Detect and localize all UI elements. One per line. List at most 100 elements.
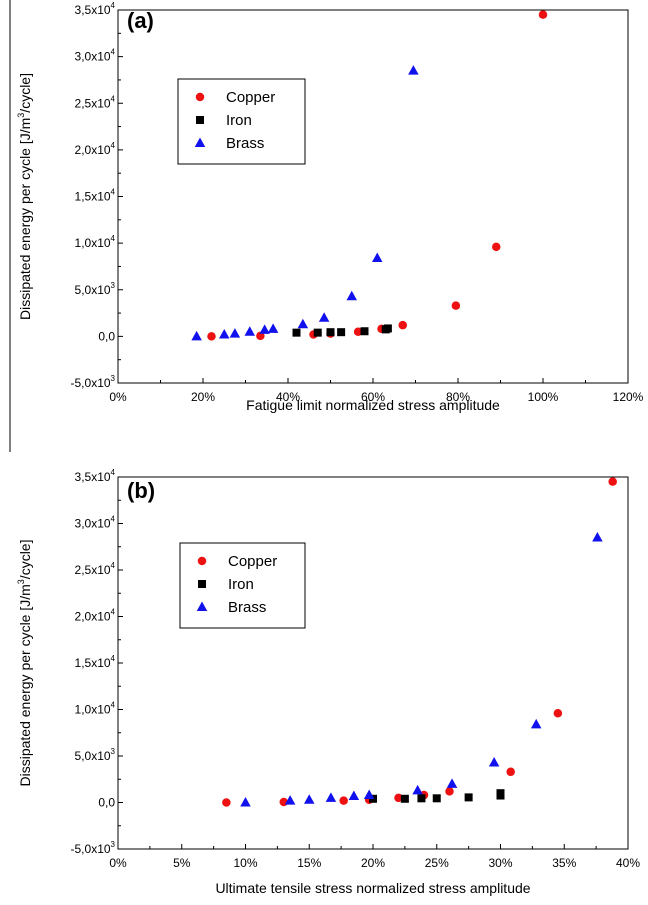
x-tick-label: 40% [616, 856, 640, 870]
x-tick-label: 10% [233, 856, 257, 870]
copper-point [553, 708, 563, 718]
x-tick-label: 60% [361, 390, 385, 404]
copper-point [445, 787, 454, 796]
legend-item-iron: Iron [198, 576, 254, 593]
y-tick-label: -5,0x103 [71, 840, 116, 856]
y-tick-label: 1,5x104 [75, 654, 116, 670]
brass-point [297, 318, 309, 329]
brass-point [348, 790, 360, 800]
brass-point [530, 718, 542, 729]
y-axis-label: Dissipated energy per cycle [J/m3/cycle] [16, 73, 33, 320]
copper-point [353, 327, 363, 336]
y-tick-label: 5,0x103 [75, 281, 116, 297]
brass-point [244, 326, 255, 336]
legend-label: Iron [226, 112, 252, 129]
copper-point [608, 477, 617, 486]
x-axis-label: Fatigue limit normalized stress amplitud… [246, 397, 500, 413]
brass-point [363, 789, 375, 800]
series-iron [292, 324, 392, 337]
iron-point [417, 794, 426, 803]
brass-point [408, 65, 419, 75]
legend-label: Copper [228, 553, 277, 570]
y-tick-label: 1,0x104 [75, 701, 116, 717]
copper-point [506, 767, 515, 777]
x-tick-label: 20% [191, 390, 215, 404]
legend-label: Brass [226, 135, 264, 152]
x-tick-label: 30% [488, 856, 512, 870]
brass-point [259, 324, 270, 334]
brass-point [284, 795, 296, 805]
plot-frame [117, 476, 629, 850]
legend: Copper Iron Brass [177, 78, 306, 165]
chart-panel-b: 0% 5% 10% 15% 20% 25% 30% 35% 40% -5,0x103 0,0 5,0x… [16, 468, 640, 896]
y-tick-label: 3,5x104 [75, 1, 116, 17]
y-tick-label: 2,5x104 [75, 561, 116, 577]
copper-point [451, 301, 461, 310]
chart-panel-a: 0% 20% 40% 60% 80% 100% 120% -5,0x103 0,0 5,0x103… [16, 1, 644, 413]
legend-label: Brass [228, 599, 266, 616]
brass-point [488, 757, 500, 767]
brass-point [412, 784, 423, 795]
iron-point [292, 328, 301, 337]
plot-frame [117, 9, 629, 384]
iron-legend-marker [198, 580, 206, 588]
y-tick-label: 2,5x104 [75, 94, 116, 110]
x-tick-label: 120% [613, 390, 644, 404]
brass-point [191, 330, 202, 341]
x-tick-label: 0% [109, 856, 127, 870]
iron-point [337, 328, 346, 337]
y-tick-label: 0,0 [98, 796, 115, 810]
y-tick-label: 1,5x104 [75, 188, 116, 204]
iron-point [383, 324, 392, 333]
x-tick-label: 20% [361, 856, 385, 870]
copper-point [398, 320, 407, 330]
panel-label: (b) [127, 478, 155, 503]
copper-point [207, 332, 216, 341]
y-tick-label: 3,5x104 [75, 468, 116, 484]
copper-point [538, 10, 548, 19]
legend-item-brass: Brass [196, 599, 266, 616]
brass-point [229, 328, 241, 338]
brass-point [318, 312, 330, 322]
brass-point [304, 794, 315, 804]
y-tick-label: -5,0x103 [71, 374, 116, 390]
series-brass [191, 65, 419, 341]
y-tick-label: 3,0x104 [75, 48, 116, 64]
copper-legend-marker [195, 92, 205, 102]
legend-label: Copper [226, 89, 275, 106]
y-axis-label: Dissipated energy per cycle [J/m3/cycle] [16, 539, 33, 786]
iron-point [432, 794, 441, 803]
x-tick-label: 25% [425, 856, 449, 870]
x-tick-label: 40% [276, 390, 300, 404]
legend-item-iron: Iron [196, 112, 252, 129]
series-brass [240, 531, 603, 807]
legend: Copper Iron Brass [179, 542, 306, 629]
x-tick-label: 80% [446, 390, 470, 404]
x-tick-label: 35% [552, 856, 576, 870]
x-tick-label: 15% [297, 856, 321, 870]
copper-point [339, 796, 348, 805]
y-tick-label: 5,0x103 [75, 747, 116, 763]
legend-item-copper: Copper [197, 553, 277, 570]
legend-item-copper: Copper [195, 89, 275, 106]
brass-point [446, 778, 458, 788]
iron-point [326, 328, 335, 337]
brass-point [240, 797, 251, 807]
copper-point [394, 793, 403, 803]
iron-point [496, 789, 505, 798]
legend-label: Iron [228, 576, 254, 593]
copper-point [222, 798, 231, 807]
series-copper [207, 10, 548, 341]
iron-point [464, 793, 473, 802]
y-tick-label: 2,0x104 [75, 608, 116, 624]
x-tick-label: 5% [173, 856, 191, 870]
series-iron [369, 789, 505, 803]
brass-legend-marker [196, 601, 208, 611]
x-tick-label: 0% [109, 390, 127, 404]
iron-point [360, 327, 369, 336]
iron-point [313, 328, 322, 337]
brass-legend-marker [194, 137, 206, 147]
series-copper [222, 477, 617, 807]
panel-label: (a) [127, 8, 154, 33]
